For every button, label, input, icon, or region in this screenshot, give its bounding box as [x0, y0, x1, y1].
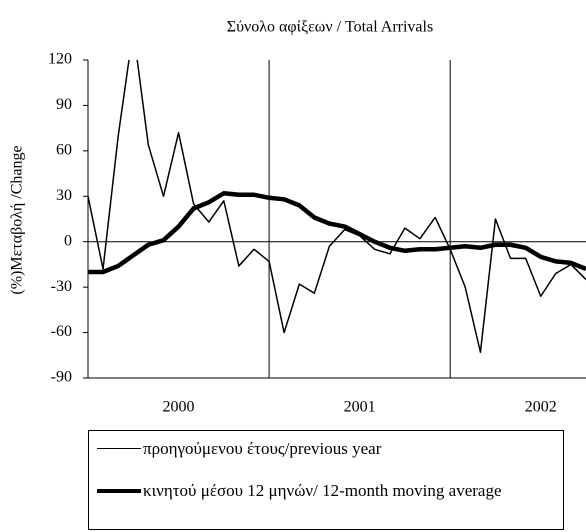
legend: προηγούμενου έτους/previous year κινητού …: [88, 430, 564, 530]
legend-entry: προηγούμενου έτους/previous year: [89, 439, 543, 459]
y-tick-label: 90: [56, 96, 72, 113]
legend-label: κινητού μέσου 12 μηνών/ 12-month moving …: [143, 481, 502, 500]
series-line: [88, 191, 586, 275]
plot-area: [88, 60, 586, 354]
x-tick-label: 2002: [525, 399, 557, 416]
x-tick-label: 2001: [344, 399, 376, 416]
chart-title: Σύνολο αφίξεων / Total Arrivals: [227, 19, 433, 36]
legend-entry: κινητού μέσου 12 μηνών/ 12-month moving …: [89, 481, 543, 501]
legend-label: προηγούμενου έτους/previous year: [143, 439, 382, 458]
legend-swatch: [97, 448, 141, 450]
y-tick-label: -30: [51, 278, 72, 295]
series-line: [88, 60, 586, 354]
legend-swatch: [97, 488, 141, 493]
y-tick-label: 30: [56, 187, 72, 204]
y-tick-label: 60: [56, 142, 72, 159]
x-tick-label: 2000: [163, 399, 195, 416]
y-axis-label: (%)Μεταβολή /Change: [9, 145, 26, 294]
y-tick-label: 120: [48, 51, 72, 68]
chart: Σύνολο αφίξεων / Total Arrivals (%)Μεταβ…: [9, 19, 586, 416]
y-tick-label: -60: [51, 323, 72, 340]
y-tick-label: -90: [51, 369, 72, 386]
y-tick-label: 0: [64, 232, 72, 249]
